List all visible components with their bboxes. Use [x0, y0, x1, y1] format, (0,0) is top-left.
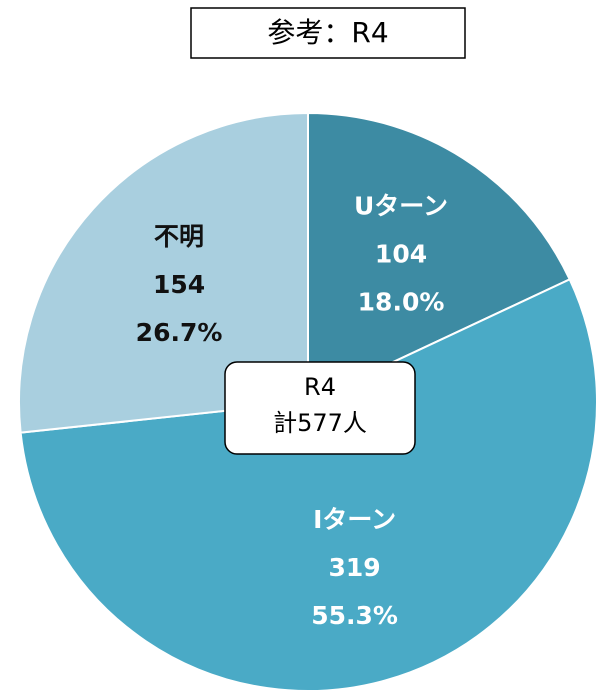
center-box: R4 計577人 — [224, 361, 416, 455]
slice-percent: 18.0% — [358, 288, 445, 317]
pie-slice — [307, 111, 572, 404]
slice-percent: 55.3% — [311, 601, 398, 630]
slice-label: Uターン — [354, 192, 448, 221]
slice-label: Iターン — [313, 505, 396, 534]
slice-value: 104 — [375, 240, 427, 269]
pie: Uターン 104 18.0% Iターン 319 55.3% 不明 154 26.7% — [18, 111, 598, 692]
chart-title: 参考：R4 — [267, 16, 388, 49]
slice-value: 154 — [153, 270, 205, 299]
title-box — [190, 7, 466, 59]
pie-slice — [18, 111, 309, 434]
slice-percent: 26.7% — [136, 318, 223, 347]
pie-slice — [19, 278, 598, 692]
slice-value: 319 — [329, 553, 381, 582]
slice-label: 不明 — [154, 222, 204, 251]
center-label: R4 — [304, 373, 336, 401]
center-label: 計577人 — [273, 409, 367, 437]
center-box-frame — [224, 361, 416, 455]
